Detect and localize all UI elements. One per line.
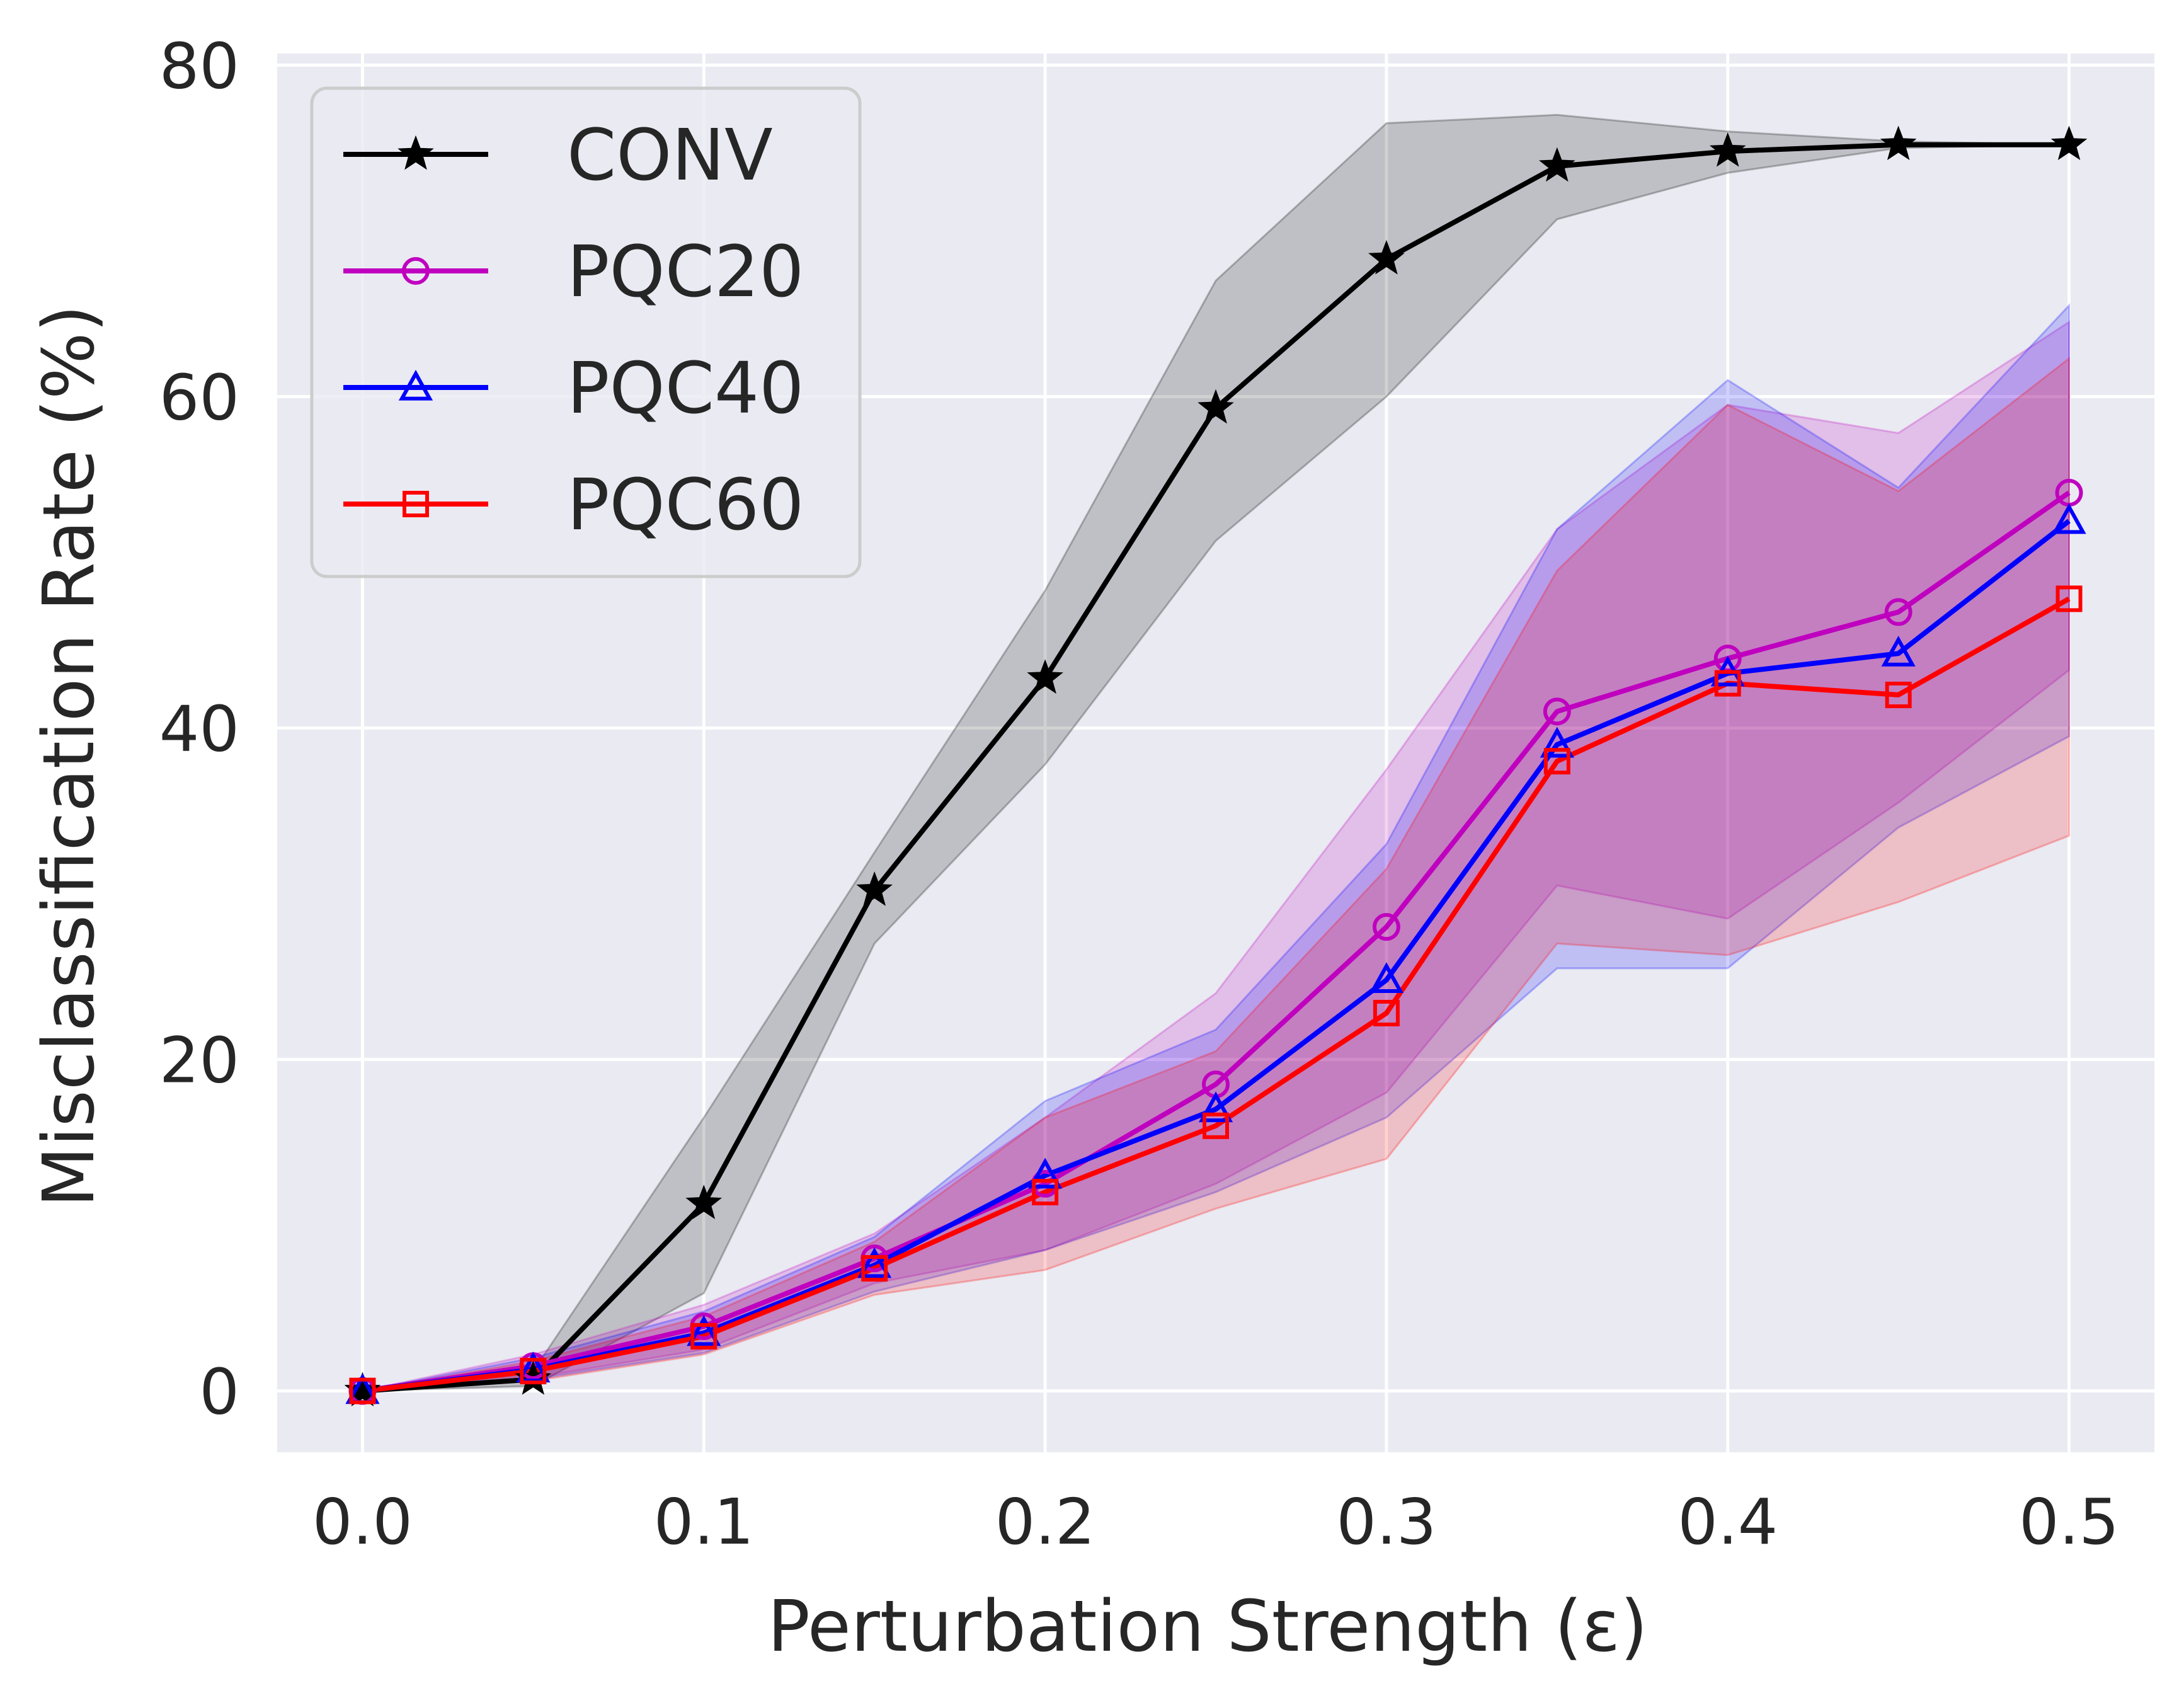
line-pqc60 bbox=[362, 596, 2071, 1394]
line-pqc20 bbox=[362, 490, 2071, 1394]
point-pqc40 bbox=[687, 1315, 721, 1346]
band-pqc40 bbox=[362, 303, 2070, 1392]
point-pqc60 bbox=[2055, 585, 2083, 612]
point-pqc60 bbox=[520, 1358, 547, 1385]
legend-marker-pqc20 bbox=[402, 257, 430, 285]
grid bbox=[277, 54, 2154, 1452]
point-conv bbox=[1198, 389, 1234, 424]
point-conv bbox=[1709, 132, 1746, 167]
point-pqc40 bbox=[1369, 962, 1404, 993]
x-tick-label: 0.0 bbox=[312, 1485, 413, 1559]
point-conv bbox=[1539, 147, 1575, 182]
confidence-bands bbox=[362, 113, 2070, 1392]
line-pqc40 bbox=[362, 519, 2071, 1394]
point-pqc60 bbox=[1203, 1112, 1229, 1139]
point-pqc40 bbox=[516, 1351, 551, 1383]
legend-label-pqc20: PQC20 bbox=[567, 231, 804, 313]
x-axis-label: Perturbation Strength (ε) bbox=[767, 1586, 1647, 1668]
point-pqc40 bbox=[1198, 1091, 1233, 1123]
point-conv bbox=[856, 871, 893, 906]
point-pqc60 bbox=[1373, 999, 1400, 1026]
x-tick-label: 0.2 bbox=[995, 1485, 1095, 1559]
legend-marker-conv bbox=[397, 135, 434, 170]
legend-marker-pqc40 bbox=[398, 369, 433, 401]
point-conv bbox=[1368, 239, 1405, 275]
series-markers bbox=[344, 125, 2088, 1407]
point-conv bbox=[2050, 125, 2088, 161]
point-pqc40 bbox=[857, 1247, 892, 1278]
band-pqc60 bbox=[362, 356, 2070, 1392]
x-tick-label: 0.1 bbox=[654, 1485, 754, 1559]
point-pqc60 bbox=[861, 1255, 888, 1282]
legend-label-conv: CONV bbox=[567, 115, 773, 197]
point-pqc20 bbox=[1884, 598, 1912, 626]
point-pqc20 bbox=[1372, 913, 1400, 941]
point-pqc60 bbox=[349, 1377, 376, 1404]
point-pqc60 bbox=[1543, 748, 1570, 775]
y-tick-label: 60 bbox=[159, 360, 239, 434]
y-tick-label: 0 bbox=[199, 1355, 239, 1429]
legend-marker-pqc60 bbox=[403, 491, 429, 517]
y-tick-label: 80 bbox=[159, 29, 239, 103]
x-tick-label: 0.4 bbox=[1678, 1485, 1778, 1559]
point-conv bbox=[1027, 659, 1063, 694]
point-pqc60 bbox=[1032, 1179, 1059, 1206]
point-pqc60 bbox=[1714, 670, 1741, 697]
tick-labels: 0.0 0.1 0.2 0.3 0.4 0.5 0 20 40 60 80 bbox=[159, 29, 2119, 1559]
point-pqc20 bbox=[1543, 697, 1571, 726]
point-pqc60 bbox=[1885, 681, 1912, 708]
legend-label-pqc40: PQC40 bbox=[567, 348, 804, 430]
point-pqc40 bbox=[1027, 1157, 1063, 1189]
y-tick-label: 20 bbox=[159, 1024, 239, 1098]
legend: CONV PQC20 PQC40 PQC60 bbox=[310, 86, 862, 578]
x-tick-label: 0.5 bbox=[2019, 1485, 2119, 1559]
point-pqc40 bbox=[2052, 503, 2086, 534]
band-pqc20 bbox=[362, 320, 2070, 1392]
y-tick-label: 40 bbox=[159, 692, 239, 766]
point-conv bbox=[685, 1185, 723, 1219]
legend-label-pqc60: PQC60 bbox=[567, 464, 804, 546]
x-tick-label: 0.3 bbox=[1336, 1485, 1436, 1559]
y-axis-label: Misclassification Rate (%) bbox=[28, 305, 110, 1207]
point-pqc60 bbox=[690, 1322, 718, 1350]
point-pqc40 bbox=[1881, 636, 1916, 667]
legend-box bbox=[310, 86, 862, 578]
point-pqc40 bbox=[1540, 726, 1574, 758]
point-conv bbox=[1880, 125, 1917, 161]
